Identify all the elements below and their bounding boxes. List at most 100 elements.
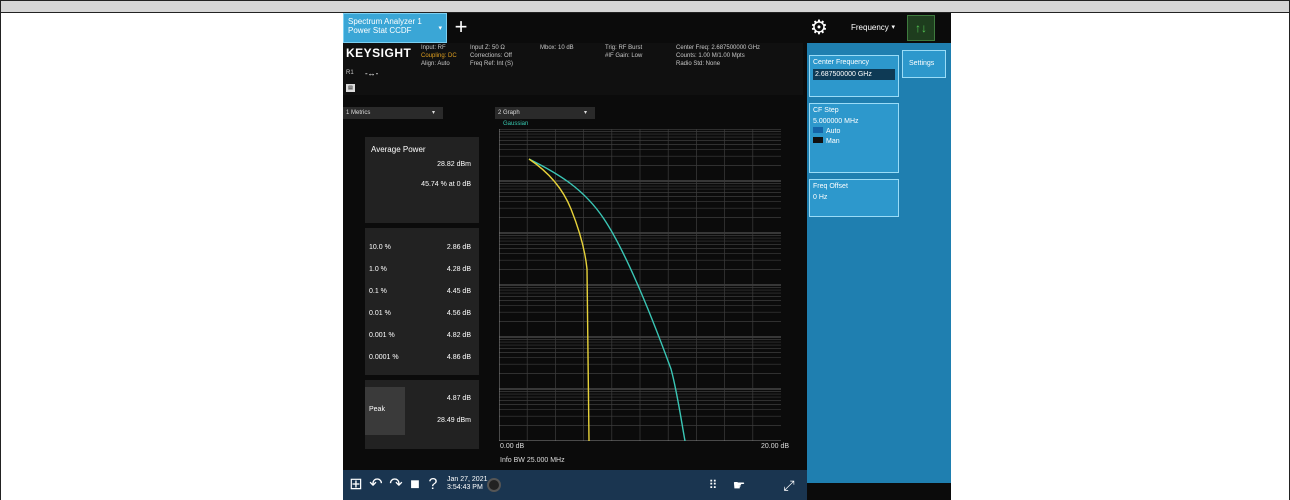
run-toggle-button[interactable]: ↑↓ [907,15,935,41]
center-freq-status: Center Freq: 2.687500000 GHz [676,45,761,51]
corrections-status: Corrections: Off [470,53,512,59]
windows-start-icon[interactable]: ⊞ [349,476,363,493]
center-frequency-softkey[interactable]: Center Frequency 2.687500000 GHz [809,55,899,97]
undo-icon[interactable]: ↶ [369,476,383,493]
taskbar-clock: Jan 27, 2021 3:54:43 PM [447,476,487,492]
touch-icon[interactable]: ☛ [732,477,746,493]
man-label: Man [826,138,840,145]
unselected-indicator [813,137,823,143]
metrics-window-dropdown[interactable]: 1 Metrics ▾ [343,107,443,119]
selected-indicator [813,127,823,133]
measured-trace [528,158,590,441]
ccdf-value: 4.82 dB [446,332,471,339]
taskbar-time: 3:54:43 PM [447,484,483,491]
softkey-panel: Center Frequency 2.687500000 GHz CF Step… [807,43,951,483]
average-power-pct: 45.74 % at 0 dB [421,181,471,188]
tab-title: Spectrum Analyzer 1 [348,17,422,26]
gaussian-trace [528,158,686,441]
center-frequency-label: Center Frequency [813,59,870,66]
ccdf-row: 0.01 % 4.56 dB [365,303,479,325]
taskbar: ⊞ ↶ ↷ ■ ? Jan 27, 2021 3:54:43 PM ⠿ ☛ ⤢ [343,470,807,500]
analyzer-screen: Spectrum Analyzer 1 Power Stat CCDF ▾ + … [343,13,951,500]
chevron-down-icon: ▾ [891,24,895,31]
input-status: Input: RF [421,45,446,51]
ccdf-value: 2.86 dB [446,244,471,251]
freq-ref-status: Freq Ref: Int (S) [470,61,514,67]
peak-value-dbm: 28.49 dBm [437,417,471,424]
ccdf-value: 4.28 dB [446,266,471,273]
freq-offset-label: Freq Offset [813,183,848,190]
ccdf-value: 4.45 dB [446,288,471,295]
graph-grid [499,129,781,441]
input-z-status: Input Z: 50 Ω [470,45,505,51]
freq-offset-value: 0 Hz [813,194,828,201]
settings-tab[interactable]: Settings [902,50,946,78]
ccdf-probability: 0.001 % [369,332,395,339]
fullscreen-icon[interactable]: ⤢ [783,477,795,493]
ccdf-row: 10.0 % 2.86 dB [365,237,479,259]
metrics-window-label: 1 Metrics [346,110,371,116]
freq-offset-softkey[interactable]: Freq Offset 0 Hz [809,179,899,217]
divider [365,223,479,228]
ccdf-value: 4.56 dB [446,310,471,317]
ccdf-probability: 1.0 % [369,266,387,273]
cf-step-man-option[interactable]: Man [813,137,895,146]
keypad-icon[interactable]: ⠿ [708,478,718,492]
frequency-menu-label: Frequency [851,23,889,32]
r1-label: R1 [346,70,354,76]
chevron-down-icon: ▾ [583,110,587,116]
redo-icon[interactable]: ↷ [389,476,403,493]
ccdf-row: 0.1 % 4.45 dB [365,281,479,303]
auto-label: Auto [826,128,841,135]
tab-subtitle: Power Stat CCDF [348,26,412,35]
ccdf-value: 4.86 dB [446,354,471,361]
gear-icon[interactable]: ⚙ [810,17,828,39]
peak-label-box: Peak [365,387,405,435]
ccdf-probability: 0.0001 % [369,354,399,361]
ccdf-row: 0.0001 % 4.86 dB [365,347,479,369]
window-top-bar [0,0,1290,13]
tab-dropdown-icon[interactable]: ▾ [438,25,442,32]
ccdf-graph[interactable] [499,129,781,441]
save-file-icon[interactable]: ■ [410,476,420,493]
divider [365,375,479,380]
align-status: Align: Auto [421,61,450,67]
center-frequency-value[interactable]: 2.687500000 GHz [813,69,895,80]
x-axis-start-label: 0.00 dB [500,443,525,450]
chevron-down-icon: ▾ [431,110,435,116]
cf-step-value: 5.000000 MHz [813,118,859,125]
ccdf-probability: 0.1 % [369,288,387,295]
trigger-status: Trig: RF Burst [605,45,643,51]
gaussian-trace-label: Gaussian [503,121,529,127]
peak-label: Peak [369,406,385,413]
coupling-status: Coupling: DC [421,53,457,59]
cf-step-auto-option[interactable]: Auto [813,127,895,136]
graph-window-label: 2 Graph [498,110,520,116]
cf-step-softkey[interactable]: CF Step 5.000000 MHz Auto Man [809,103,899,173]
ccdf-row: 1.0 % 4.28 dB [365,259,479,281]
cf-step-label: CF Step [813,107,839,114]
graph-window-dropdown[interactable]: 2 Graph ▾ [495,107,595,119]
add-screen-icon[interactable]: + [454,14,468,39]
peak-value-db: 4.87 dB [446,395,471,402]
ccdf-probability: 0.01 % [369,310,391,317]
frame-border-left [0,12,1,500]
counts-status: Counts: 1.00 M/1.00 Mpts [676,53,745,59]
x-axis-stop-label: 20.00 dB [761,443,790,450]
measurement-status-bar: KEYSIGHT Input: RF Coupling: DC Align: A… [343,43,803,95]
info-bandwidth: Info BW 25.000 MHz [500,457,565,464]
measurement-tab[interactable]: Spectrum Analyzer 1 Power Stat CCDF ▾ [343,13,447,43]
mbox-status: Mbox: 10 dB [540,45,574,51]
if-gain-status: #IF Gain: Low [605,53,643,59]
help-icon[interactable]: ? [428,476,438,493]
ccdf-row: 0.001 % 4.82 dB [365,325,479,347]
record-icon[interactable] [487,478,501,492]
average-power-value: 28.82 dBm [437,161,471,168]
radio-std-status: Radio Std: None [676,61,721,67]
average-power-label: Average Power [371,145,426,154]
rx-path-icon: -↔- [365,69,379,78]
window-mode-icon[interactable]: ▤ [346,84,355,92]
taskbar-date: Jan 27, 2021 [447,476,488,483]
frequency-menu-button[interactable]: Frequency ▾ [837,19,899,37]
